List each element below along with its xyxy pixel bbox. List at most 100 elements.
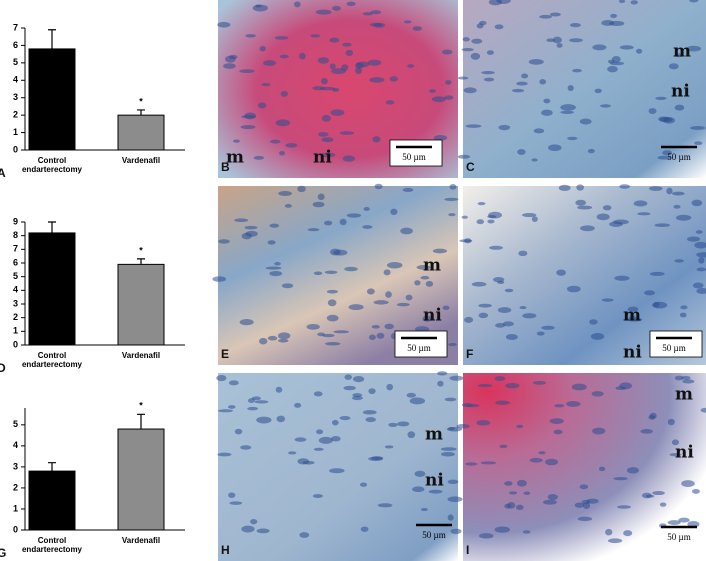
cell-nucleus (471, 38, 483, 44)
cell-nucleus (383, 269, 391, 276)
cell-nucleus (566, 285, 581, 293)
y-tick-label: 8 (13, 230, 18, 240)
cell-nucleus (388, 422, 398, 428)
cell-nucleus (322, 333, 335, 338)
cell-nucleus (228, 380, 239, 386)
cell-nucleus (659, 117, 673, 123)
y-tick-label: 2 (13, 110, 18, 120)
category-label-box: Control endarterectomy (22, 156, 82, 174)
error-bar (137, 258, 145, 265)
cell-nucleus (601, 298, 614, 302)
cell-nucleus (579, 118, 592, 125)
category-label-box: Control endarterectomy (21, 351, 83, 369)
cell-nucleus (316, 429, 324, 435)
cell-nucleus (591, 391, 604, 397)
cell-nucleus (505, 382, 520, 389)
cell-nucleus (486, 50, 494, 55)
cell-nucleus (440, 451, 455, 457)
cell-nucleus (457, 76, 469, 80)
cell-nucleus (372, 136, 381, 143)
cell-nucleus (478, 303, 492, 308)
significance-mark: * (139, 245, 143, 255)
cell-nucleus (327, 299, 337, 307)
y-tick-label: 6 (13, 257, 18, 267)
cell-nucleus (217, 21, 231, 28)
x-tick-label: Control endarterectomy (21, 351, 83, 369)
scale-label: 50 µm (667, 152, 690, 162)
cell-nucleus (313, 391, 323, 397)
y-tick-label: 1 (13, 326, 18, 336)
panels: m ni B 50 µm m ni C 50 µm m ni E 50 µm m ni F 50 µm m ni H… (212, 0, 706, 561)
bar (117, 114, 165, 151)
cell-nucleus (541, 109, 553, 116)
cell-nucleus (259, 46, 266, 52)
cell-nucleus (667, 520, 681, 525)
cell-nucleus (329, 63, 336, 70)
scale-box (649, 330, 703, 358)
cell-nucleus (487, 219, 495, 224)
cell-nucleus (280, 90, 288, 97)
cell-nucleus (464, 316, 474, 323)
cell-nucleus (261, 82, 271, 87)
y-tick-label: 9 (13, 216, 18, 226)
cell-nucleus (256, 416, 272, 424)
cell-nucleus (456, 424, 470, 429)
category-label-box: Vardenafil (122, 156, 160, 165)
region-label: m (675, 385, 693, 405)
cell-nucleus (312, 494, 323, 498)
cell-nucleus (641, 492, 652, 499)
cell-nucleus (275, 386, 283, 393)
category-label-box: Control endarterectomy (21, 536, 83, 554)
panel-letter: A (0, 166, 6, 180)
cell-nucleus (442, 305, 450, 310)
cell-nucleus (342, 42, 352, 47)
cell-nucleus (495, 323, 506, 328)
cell-nucleus (461, 403, 473, 407)
cell-nucleus (538, 451, 546, 455)
cell-nucleus (464, 238, 472, 244)
cell-nucleus (317, 57, 330, 64)
cell-nucleus (590, 332, 605, 340)
cell-nucleus (461, 48, 474, 52)
panel-letter: B (221, 160, 230, 174)
cell-nucleus (600, 104, 611, 108)
scale-label: 50 µm (407, 343, 430, 353)
cell-nucleus (365, 417, 376, 423)
region-label: ni (313, 148, 332, 168)
cell-nucleus (481, 71, 495, 75)
cell-nucleus (407, 64, 415, 68)
cell-nucleus (626, 467, 639, 474)
cell-nucleus (692, 282, 704, 289)
cell-nucleus (681, 480, 695, 488)
cell-nucleus (363, 207, 370, 211)
x-tick-label: Control endarterectomy (21, 536, 83, 554)
cell-nucleus (611, 55, 621, 63)
panel-letter: D (0, 361, 6, 375)
cell-nucleus (447, 496, 463, 503)
cell-nucleus (691, 199, 703, 207)
cell-nucleus (483, 77, 495, 82)
cell-nucleus (359, 482, 368, 487)
cell-nucleus (254, 400, 269, 404)
cell-nucleus (609, 20, 625, 27)
cell-nucleus (580, 225, 595, 232)
cell-nucleus (225, 55, 236, 63)
cell-nucleus (244, 225, 258, 230)
cell-nucleus (505, 333, 518, 341)
cell-nucleus (331, 419, 339, 426)
cell-nucleus (409, 397, 426, 405)
micrograph: m ni C 50 µm (457, 0, 706, 178)
cell-nucleus (477, 384, 493, 388)
cell-nucleus (589, 319, 598, 325)
cell-nucleus (674, 104, 685, 111)
cell-nucleus (536, 331, 545, 336)
cell-nucleus (407, 431, 416, 439)
cell-nucleus (333, 330, 350, 334)
cell-nucleus (497, 307, 512, 313)
cell-nucleus (666, 187, 673, 195)
cell-nucleus (572, 68, 582, 73)
cell-nucleus (329, 37, 340, 43)
y-tick-label: 1 (13, 127, 18, 137)
cell-nucleus (521, 73, 529, 79)
